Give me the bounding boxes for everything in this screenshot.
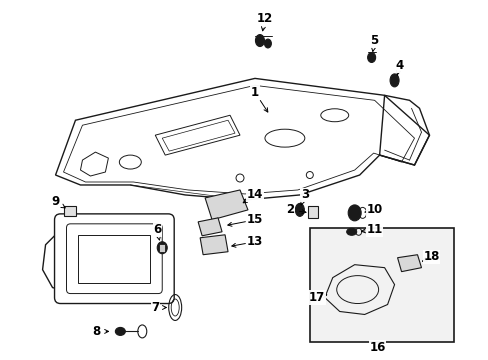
Text: 2: 2	[285, 203, 293, 216]
Bar	[307, 206, 317, 218]
FancyBboxPatch shape	[66, 224, 162, 293]
Ellipse shape	[346, 228, 356, 235]
Text: 16: 16	[368, 341, 385, 354]
Text: 1: 1	[250, 86, 259, 99]
Text: 6: 6	[153, 223, 161, 236]
Ellipse shape	[157, 242, 167, 254]
Text: 3: 3	[300, 188, 308, 202]
Text: 17: 17	[308, 291, 324, 304]
Text: 7: 7	[151, 301, 159, 314]
Polygon shape	[200, 235, 227, 255]
Text: 5: 5	[370, 34, 378, 47]
Text: 13: 13	[246, 235, 263, 248]
Text: 11: 11	[366, 223, 382, 236]
Text: 18: 18	[423, 250, 439, 263]
Bar	[159, 244, 165, 252]
Ellipse shape	[389, 74, 398, 87]
Ellipse shape	[255, 35, 264, 46]
Ellipse shape	[264, 39, 271, 48]
Text: 10: 10	[366, 203, 382, 216]
Ellipse shape	[115, 328, 125, 336]
Ellipse shape	[367, 53, 375, 62]
FancyBboxPatch shape	[55, 214, 174, 303]
Bar	[309, 228, 453, 342]
Bar	[78, 235, 150, 283]
Bar	[63, 206, 76, 216]
Polygon shape	[397, 255, 421, 272]
Text: 14: 14	[246, 188, 263, 202]
Text: 9: 9	[51, 195, 60, 208]
Text: 15: 15	[246, 213, 263, 226]
Ellipse shape	[347, 205, 361, 221]
Ellipse shape	[295, 203, 304, 216]
Text: 12: 12	[256, 12, 272, 25]
Text: 8: 8	[92, 325, 101, 338]
Polygon shape	[198, 218, 222, 236]
Polygon shape	[204, 190, 247, 220]
Text: 4: 4	[395, 59, 403, 72]
